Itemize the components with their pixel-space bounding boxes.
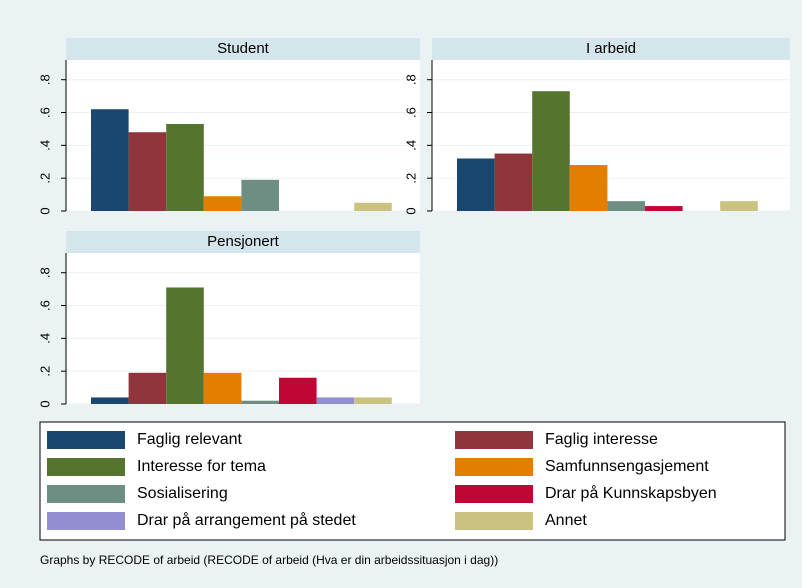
- panel-header: [66, 38, 420, 60]
- legend-label: Samfunnsengasjement: [545, 458, 709, 475]
- bar: [166, 124, 204, 211]
- y-tick-label: 0: [403, 207, 418, 214]
- plot-area: [66, 253, 420, 404]
- y-tick-label: .4: [403, 140, 418, 151]
- bar: [279, 377, 317, 404]
- y-tick-label: .4: [37, 140, 52, 151]
- bar: [128, 372, 167, 404]
- panel-title: I arbeid: [586, 40, 636, 57]
- bar: [494, 153, 533, 211]
- note: Graphs by RECODE of arbeid (RECODE of ar…: [40, 553, 498, 567]
- legend-label: Annet: [545, 512, 587, 529]
- legend-label: Interesse for tema: [137, 458, 266, 475]
- legend-swatch: [455, 458, 533, 476]
- y-tick-label: .6: [37, 300, 52, 311]
- y-tick-label: .6: [37, 107, 52, 118]
- bar: [720, 201, 758, 211]
- y-tick-label: .2: [37, 366, 52, 377]
- legend-label: Faglig interesse: [545, 431, 658, 448]
- bar: [91, 109, 129, 211]
- legend-swatch: [455, 512, 533, 530]
- bar: [354, 397, 392, 404]
- y-tick-label: 0: [37, 207, 52, 214]
- bar: [128, 132, 167, 211]
- bar: [569, 165, 608, 211]
- y-tick-label: .8: [403, 74, 418, 85]
- bar: [203, 196, 242, 211]
- bar: [241, 179, 279, 211]
- panel-title: Pensjonert: [207, 233, 280, 250]
- legend-box: [39, 421, 786, 541]
- legend-swatch: [47, 485, 125, 503]
- bar: [532, 91, 570, 211]
- legend-swatch: [47, 512, 125, 530]
- bar: [166, 287, 204, 404]
- bar: [91, 397, 129, 404]
- legend-label: Faglig relevant: [137, 431, 243, 448]
- panel-header: [66, 231, 420, 253]
- panel-header: [432, 38, 790, 60]
- y-tick-label: .6: [403, 107, 418, 118]
- legend-swatch: [47, 458, 125, 476]
- panel-title: Student: [217, 40, 270, 57]
- bar: [241, 400, 279, 404]
- y-tick-label: .8: [37, 74, 52, 85]
- bar: [645, 206, 683, 211]
- y-tick-label: .4: [37, 333, 52, 344]
- bar: [607, 201, 645, 211]
- y-tick-label: 0: [37, 400, 52, 407]
- legend-swatch: [455, 431, 533, 449]
- bar: [457, 158, 495, 211]
- legend-swatch: [47, 431, 125, 449]
- legend-swatch: [455, 485, 533, 503]
- legend-label: Drar på arrangement på stedet: [137, 511, 356, 529]
- legend-label: Drar på Kunnskapsbyen: [545, 484, 717, 502]
- y-tick-label: .2: [403, 173, 418, 184]
- bar: [316, 397, 355, 404]
- y-tick-label: .8: [37, 267, 52, 278]
- y-tick-label: .2: [37, 173, 52, 184]
- bar: [203, 372, 242, 404]
- bar: [354, 202, 392, 211]
- legend-label: Sosialisering: [137, 485, 228, 502]
